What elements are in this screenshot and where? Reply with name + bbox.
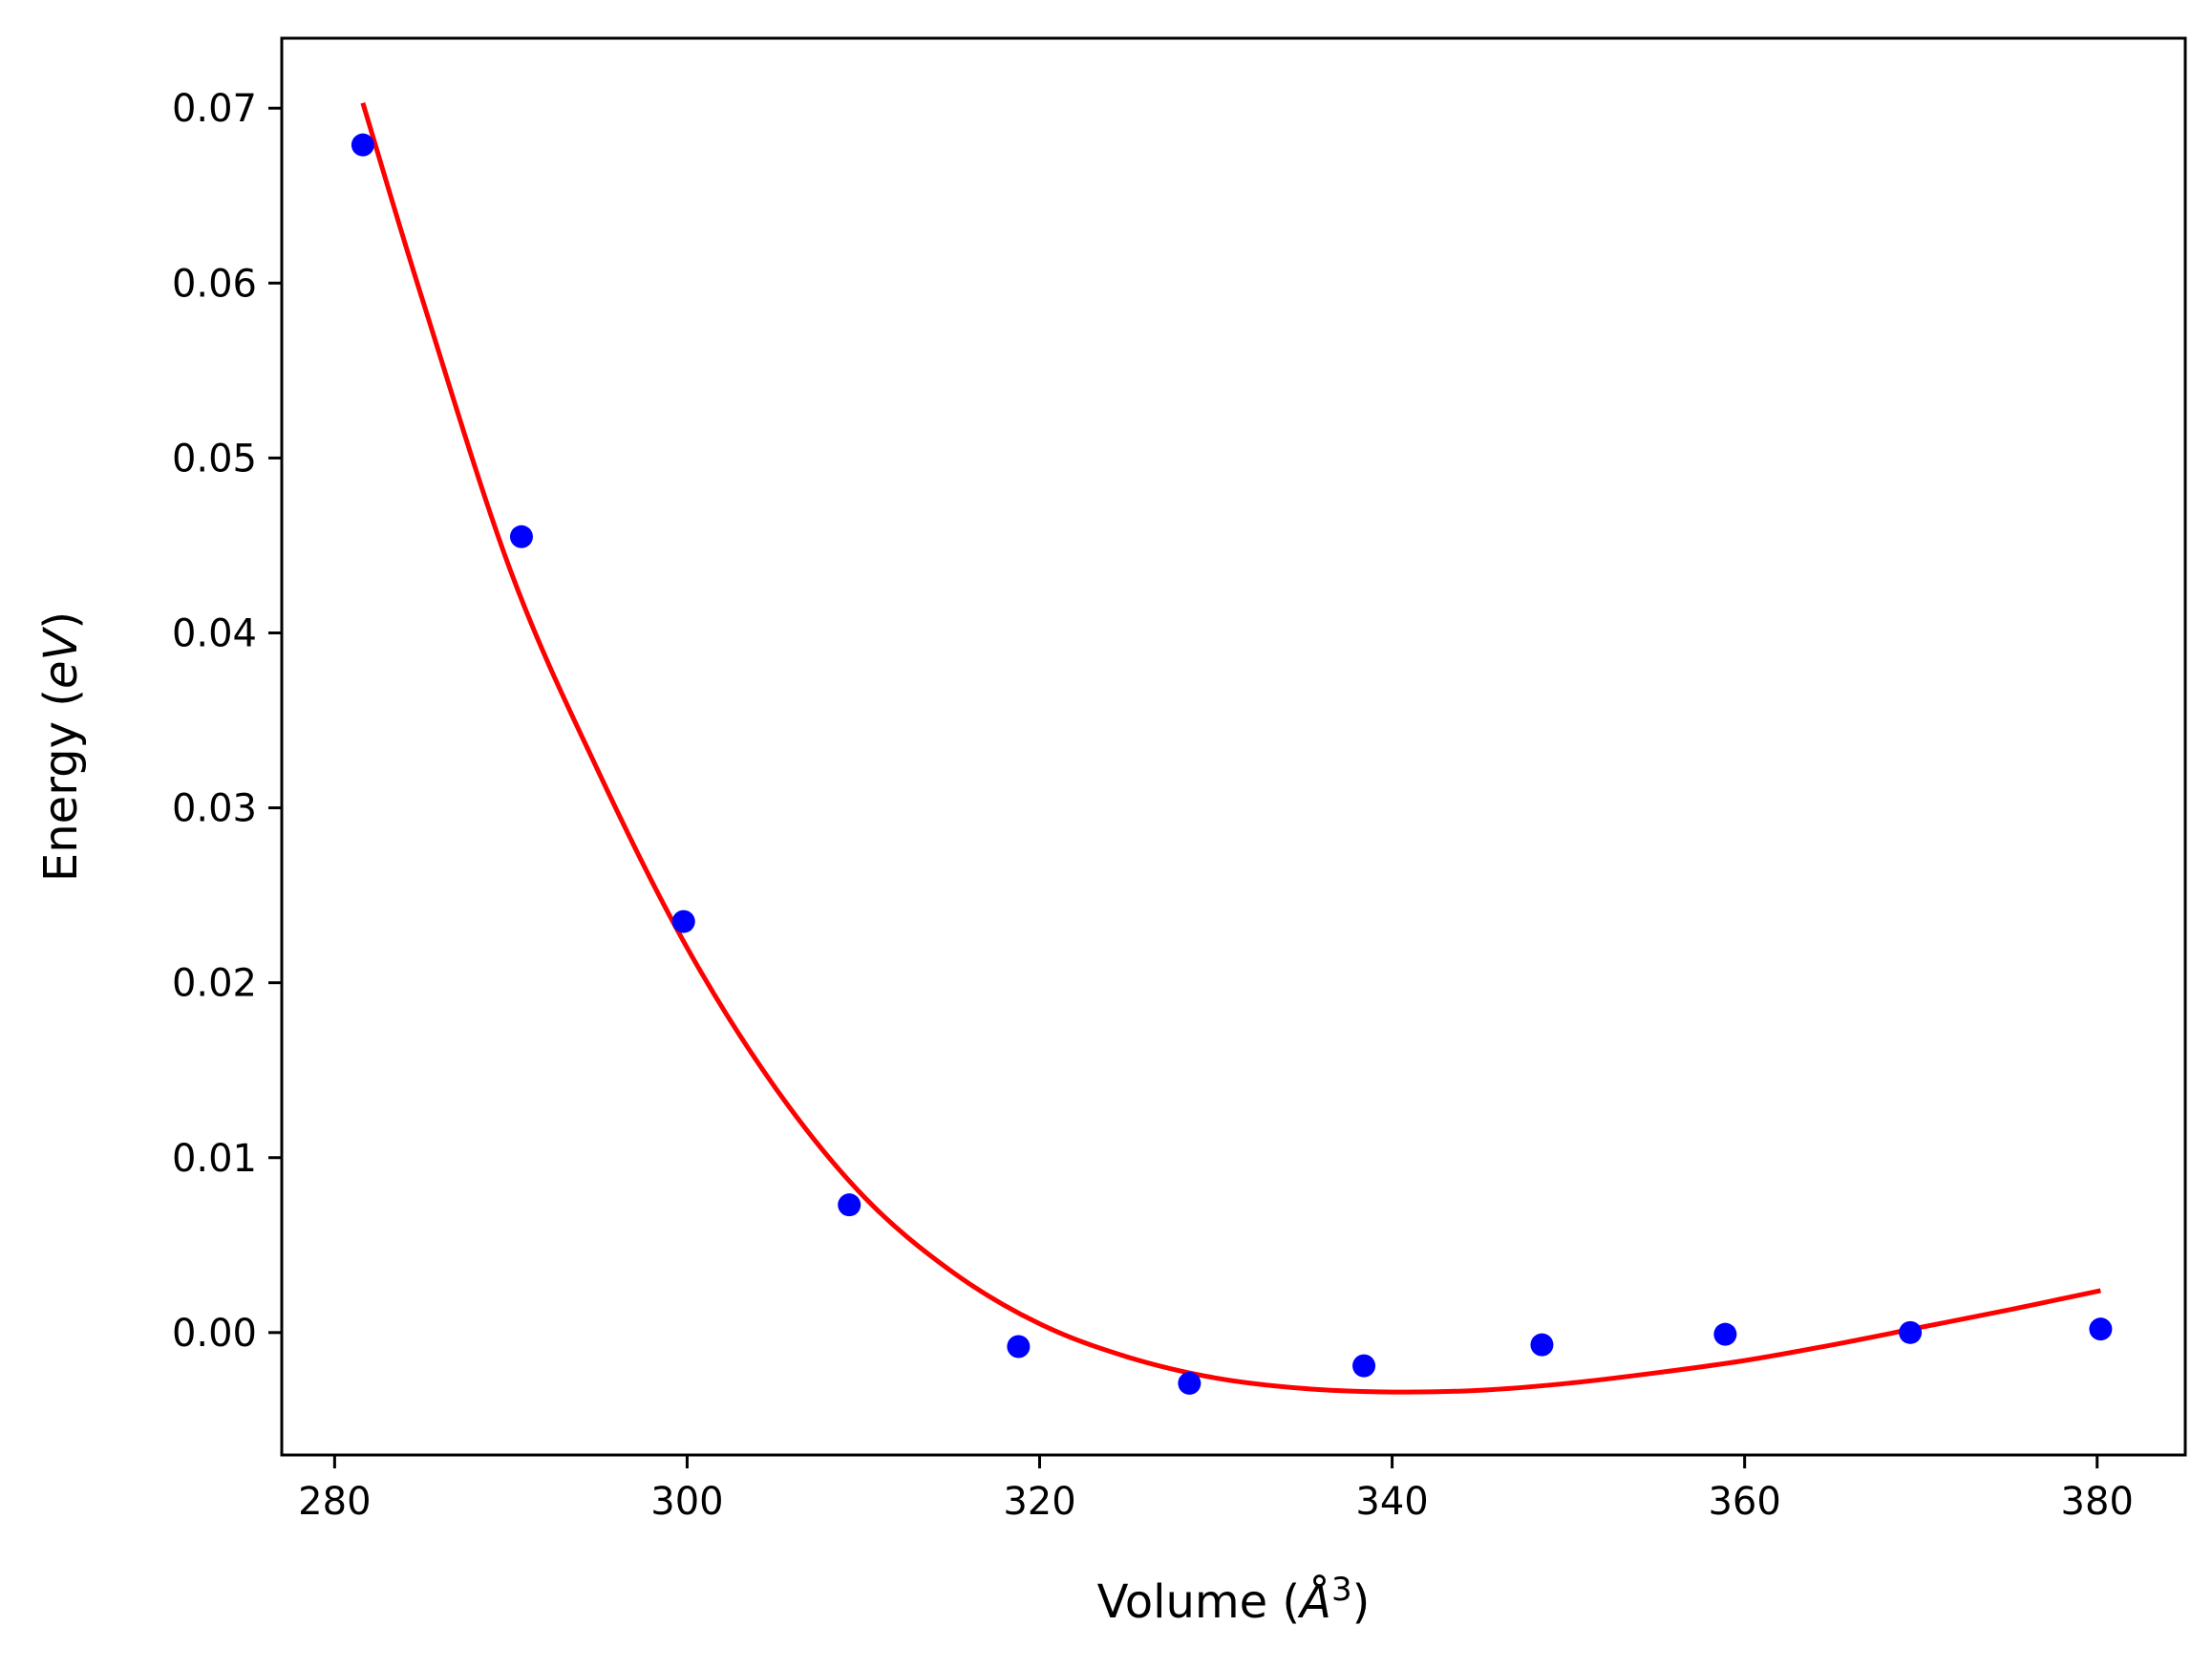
axes-frame <box>280 36 2187 1457</box>
y-tick-label: 0.05 <box>172 437 257 481</box>
y-tick-label: 0.04 <box>172 611 257 655</box>
y-tick-label: 0.07 <box>172 87 257 131</box>
data-point <box>1899 1320 1923 1344</box>
data-point <box>509 524 533 548</box>
data-point <box>1530 1333 1554 1357</box>
y-tick-label: 0.06 <box>172 262 257 306</box>
scatter-points <box>351 133 2113 1395</box>
y-axis-label: Energy (eV) <box>34 611 88 882</box>
y-axis-ticks: 0.00 0.01 0.02 0.03 0.04 0.05 0.06 0.07 <box>172 87 282 1356</box>
data-point <box>1352 1354 1376 1378</box>
y-axis-label-prefix: Energy ( <box>34 689 88 882</box>
x-tick-label: 280 <box>298 1480 371 1524</box>
x-axis-ticks: 280 300 320 340 360 380 <box>298 1455 2134 1524</box>
x-tick-label: 340 <box>1355 1480 1428 1524</box>
data-point <box>838 1193 861 1217</box>
y-tick-label: 0.02 <box>172 962 257 1006</box>
fit-line <box>360 102 2101 1395</box>
plot-area <box>351 102 2113 1395</box>
x-axis-label: Volume (Å3) <box>1097 1571 1371 1629</box>
x-tick-label: 360 <box>1708 1480 1780 1524</box>
data-point <box>1178 1371 1202 1395</box>
x-axis-label-prefix: Volume ( <box>1097 1575 1301 1629</box>
data-point <box>1713 1322 1737 1346</box>
data-point <box>671 909 695 933</box>
x-tick-label: 320 <box>1003 1480 1075 1524</box>
data-point <box>2089 1317 2113 1341</box>
x-axis-label-superscript: 3 <box>1331 1571 1352 1609</box>
y-axis-label-symbol: eV <box>34 627 88 690</box>
x-tick-label: 380 <box>2061 1480 2134 1524</box>
y-tick-label: 0.01 <box>172 1137 257 1181</box>
x-axis-label-symbol: Å <box>1297 1574 1331 1629</box>
y-axis-label-suffix: ) <box>34 611 88 630</box>
x-axis-label-suffix: ) <box>1352 1575 1371 1629</box>
x-tick-label: 300 <box>650 1480 723 1524</box>
data-point <box>1007 1335 1031 1359</box>
data-point <box>351 133 374 157</box>
y-tick-label: 0.03 <box>172 787 257 831</box>
y-tick-label: 0.00 <box>172 1312 257 1356</box>
